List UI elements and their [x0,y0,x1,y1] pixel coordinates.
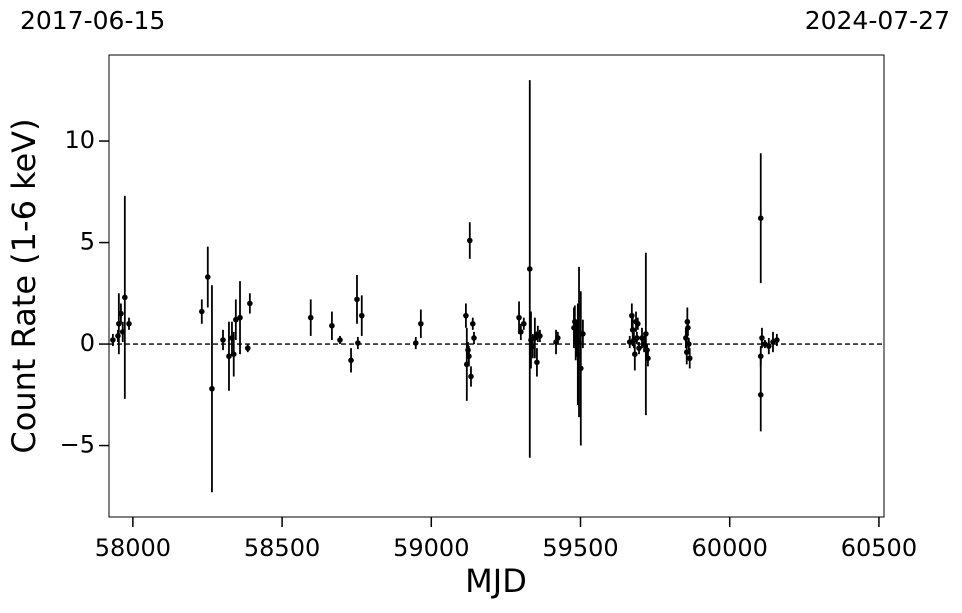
data-point [126,320,132,327]
data-point [209,385,215,392]
data-point [412,340,419,346]
left-title: 2017-06-15 [20,6,165,35]
x-tick-label: 60500 [841,534,917,562]
data-point [636,345,642,351]
data-point [237,314,243,321]
data-point [629,327,636,333]
data-point [645,355,651,362]
data-point [686,341,692,347]
right-title: 2024-07-27 [805,6,950,35]
y-tick-label: 0 [80,329,95,357]
data-point [685,325,691,331]
data-point [110,337,116,343]
data-point [233,316,239,323]
data-point [469,320,476,327]
x-tick-label: 59500 [542,534,618,562]
data-point [555,335,561,341]
data-point [122,294,128,301]
x-tick-label: 58000 [95,534,171,562]
data-point [683,335,689,341]
data-point [468,373,474,380]
data-point [463,312,469,319]
data-point [329,322,335,329]
y-tick-label: 10 [64,126,95,154]
data-point [537,333,543,339]
plot-frame [108,54,885,518]
data-point [757,353,764,360]
data-point [355,340,361,346]
data-point [358,312,365,319]
data-point [466,353,472,360]
data-point [471,335,477,341]
data-point [686,355,693,362]
data-point [774,337,780,343]
data-point [337,337,343,343]
data-point [683,349,690,355]
data-point [757,215,764,222]
data-point [632,351,638,358]
x-axis-label: MJD [465,562,527,600]
data-point [204,274,211,280]
data-point [757,392,764,398]
data-point [759,335,765,341]
data-point [118,310,124,317]
data-point [199,308,205,315]
y-axis-label: Count Rate (1-6 keV) [5,118,43,453]
x-tick-label: 59000 [393,534,469,562]
x-tick-label: 58500 [244,534,320,562]
data-point [307,314,314,321]
data-point [634,335,640,341]
data-point [534,359,540,366]
data-point [643,331,649,337]
data-point [226,353,232,360]
data-point [578,365,584,372]
data-point [230,351,237,358]
data-point [247,300,253,307]
data-point [521,320,527,327]
data-point [766,343,772,349]
data-point [220,337,226,343]
data-point [626,339,633,345]
y-tick-label: 5 [80,228,95,256]
data-point [354,296,360,303]
data-point [532,335,538,341]
data-point [348,357,354,364]
data-point [466,237,473,244]
data-point [518,329,524,335]
data-point [418,320,424,327]
data-point [635,320,641,327]
y-tick-label: −5 [60,431,95,459]
data-point [516,314,522,321]
data-point [580,331,586,337]
x-tick-label: 60000 [692,534,768,562]
data-point [244,345,251,351]
data-point [526,266,533,272]
